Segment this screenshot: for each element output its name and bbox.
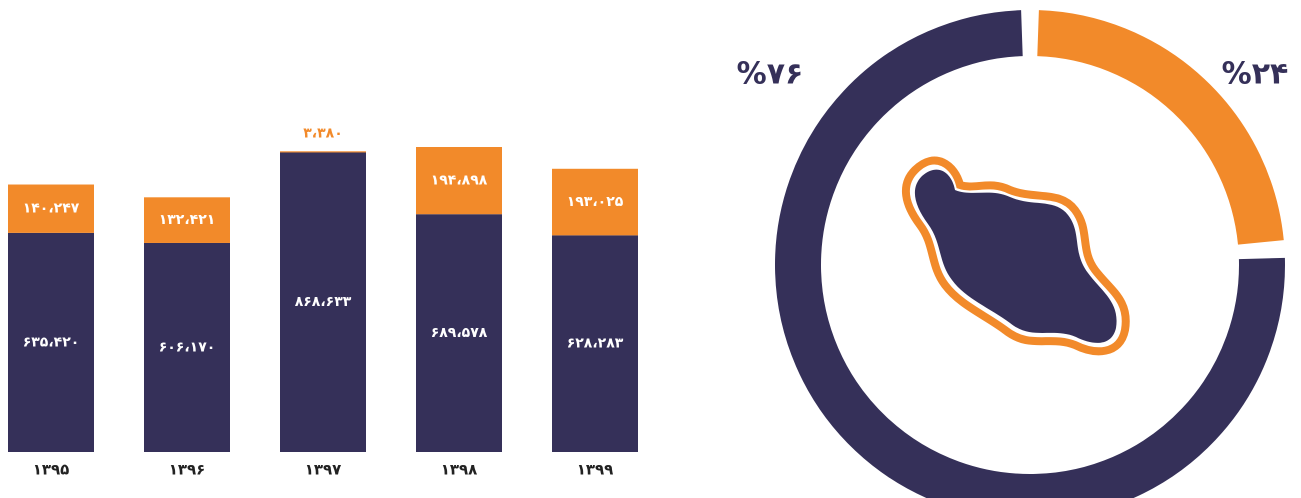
x-tick-label: ۱۳۹۷ (305, 461, 342, 479)
value-label: ۸۶۸،۶۳۳ (295, 294, 352, 310)
value-label: ۱۴۰،۲۴۷ (23, 201, 80, 217)
bar-segment (552, 168, 638, 236)
value-label: ۶۳۵،۴۲۰ (23, 334, 80, 350)
value-label: ۱۳۲،۴۲۱ (159, 212, 216, 228)
x-tick-label: ۱۳۹۶ (169, 461, 206, 479)
chart-layer: ۱۳۹۵ ۶۳۵،۴۲۰ ۱۴۰،۲۴۷ ۱۳۹۶ ۶۰۶،۱۷۰ ۱۳۲،۴۲۱ ۱۳۹۷… (8, 10, 1289, 498)
bar-segment (280, 152, 366, 452)
bar-segment (416, 147, 502, 215)
bar-segment (280, 151, 366, 153)
value-label: ۱۹۳،۰۲۵ (567, 194, 624, 210)
bar-segment (416, 214, 502, 452)
donut-segment (775, 10, 1285, 498)
value-label: %۷۶ (737, 57, 804, 92)
x-tick-label: ۱۳۹۸ (441, 461, 478, 479)
bar-segment (8, 184, 94, 233)
value-label: %۲۴ (1222, 57, 1289, 92)
value-label: ۶۸۹،۵۷۸ (431, 325, 488, 341)
bar-segment (552, 235, 638, 452)
iran-map (901, 156, 1130, 356)
value-label: ۶۲۸،۲۸۳ (567, 336, 624, 352)
value-label: ۶۰۶،۱۷۰ (159, 339, 216, 355)
value-label: ۱۹۴،۸۹۸ (431, 173, 488, 189)
bar-segment (144, 242, 230, 452)
bar-segment (144, 197, 230, 243)
bar-segment (8, 232, 94, 452)
donut-segment (1037, 10, 1284, 245)
x-tick-label: ۱۳۹۵ (33, 461, 70, 479)
x-tick-label: ۱۳۹۹ (577, 461, 614, 479)
value-label: ۳،۳۸۰ (303, 125, 343, 141)
